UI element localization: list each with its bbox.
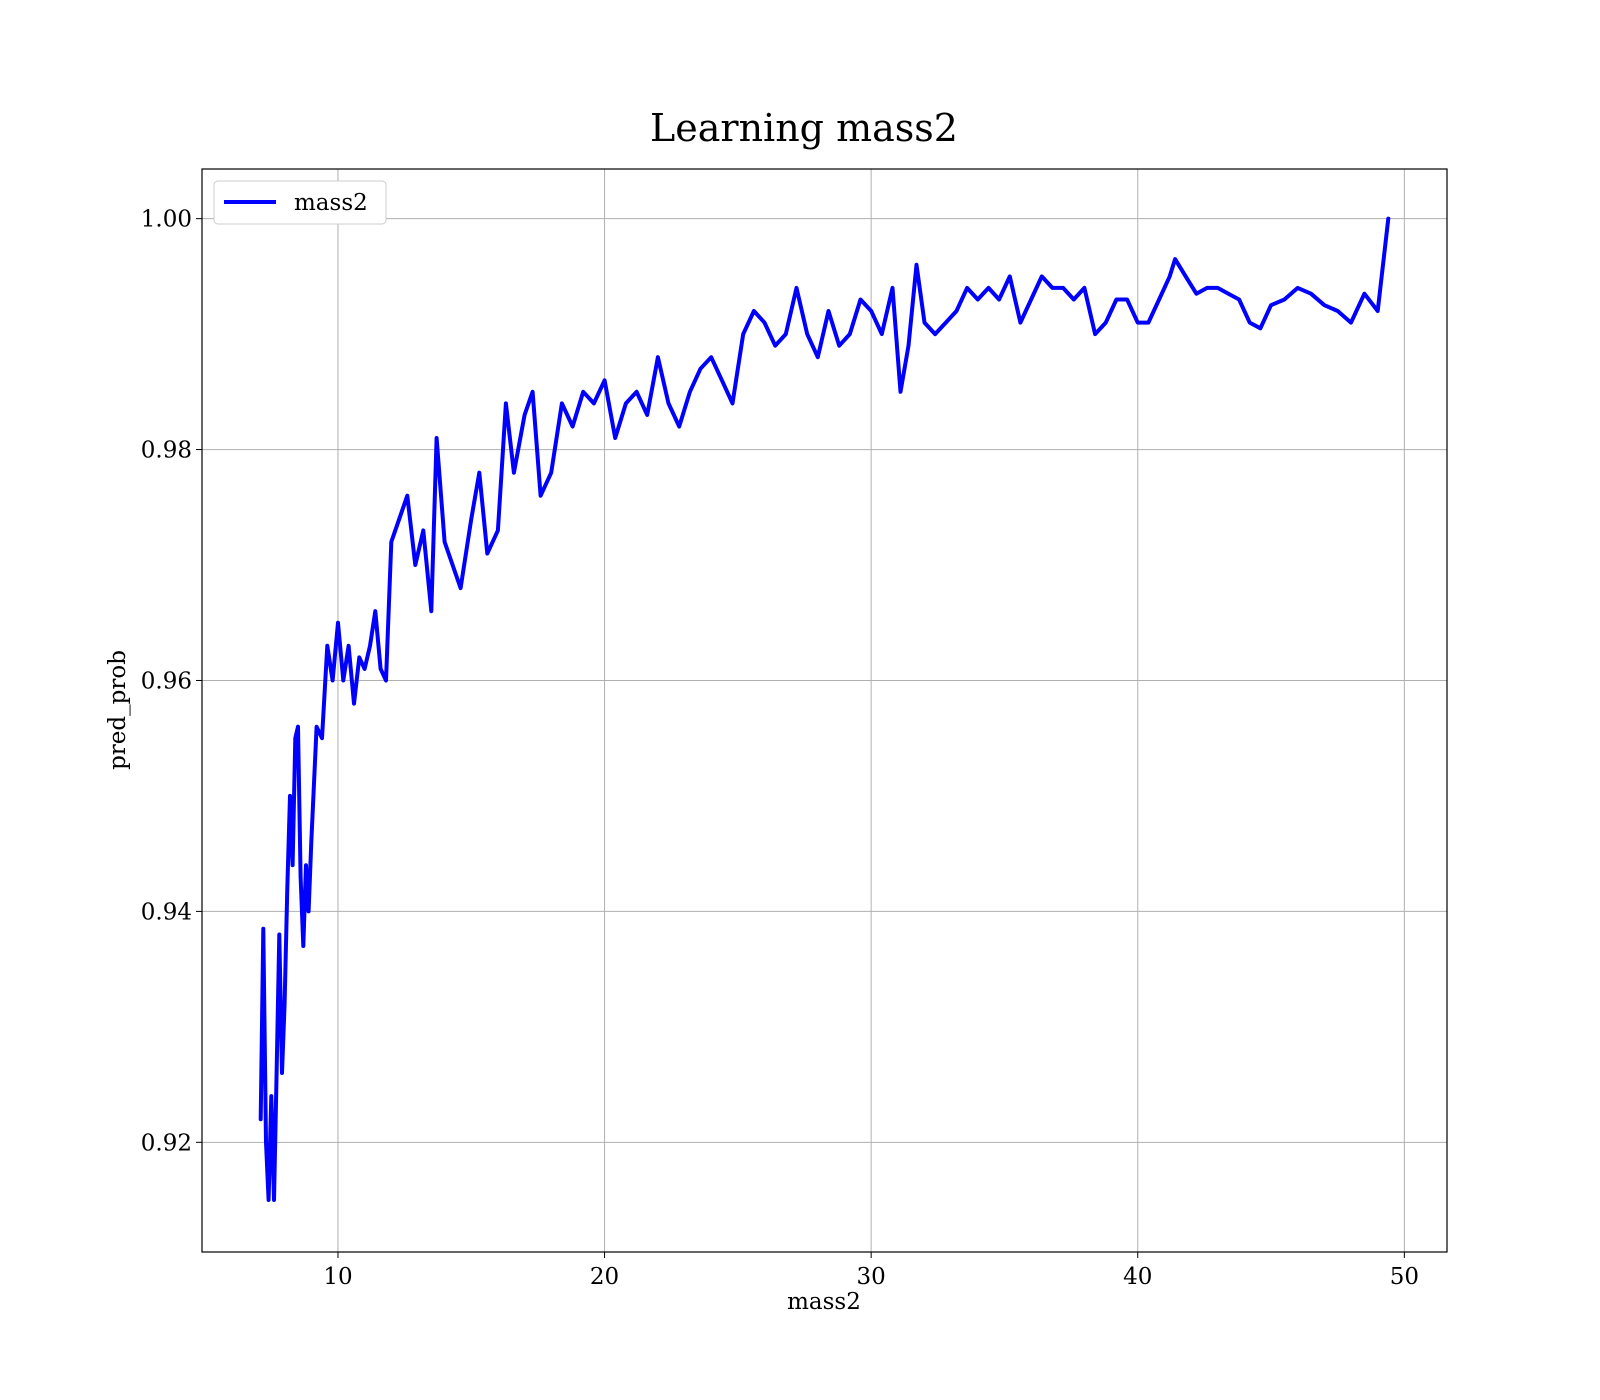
x-tick-label: 30 — [857, 1264, 886, 1290]
y-tick-label: 0.94 — [141, 899, 192, 925]
x-axis-label: mass2 — [787, 1289, 861, 1315]
y-tick-label: 0.98 — [141, 438, 192, 464]
series-line-mass2 — [258, 216, 1391, 1202]
x-tick-label: 20 — [590, 1264, 619, 1290]
x-tick-label: 40 — [1123, 1264, 1152, 1290]
legend-box — [213, 180, 387, 225]
x-tick-label: 10 — [323, 1264, 352, 1290]
chart-title: Learning mass2 — [650, 106, 958, 150]
y-tick-label: 0.96 — [141, 668, 192, 694]
x-tick-label: 50 — [1390, 1264, 1419, 1290]
legend: mass2 — [213, 180, 387, 225]
plot-frame — [201, 168, 1448, 1253]
y-axis-label: pred_prob — [105, 650, 131, 770]
axis-ticks: 10 20 30 40 50 0.92 0.94 0.96 0.98 1.00 — [141, 207, 1419, 1290]
y-tick-label: 1.00 — [141, 207, 192, 233]
y-tick-label: 0.92 — [141, 1130, 192, 1156]
series-layer — [258, 216, 1391, 1202]
grid — [202, 169, 1447, 1252]
legend-label-mass2: mass2 — [294, 190, 368, 216]
